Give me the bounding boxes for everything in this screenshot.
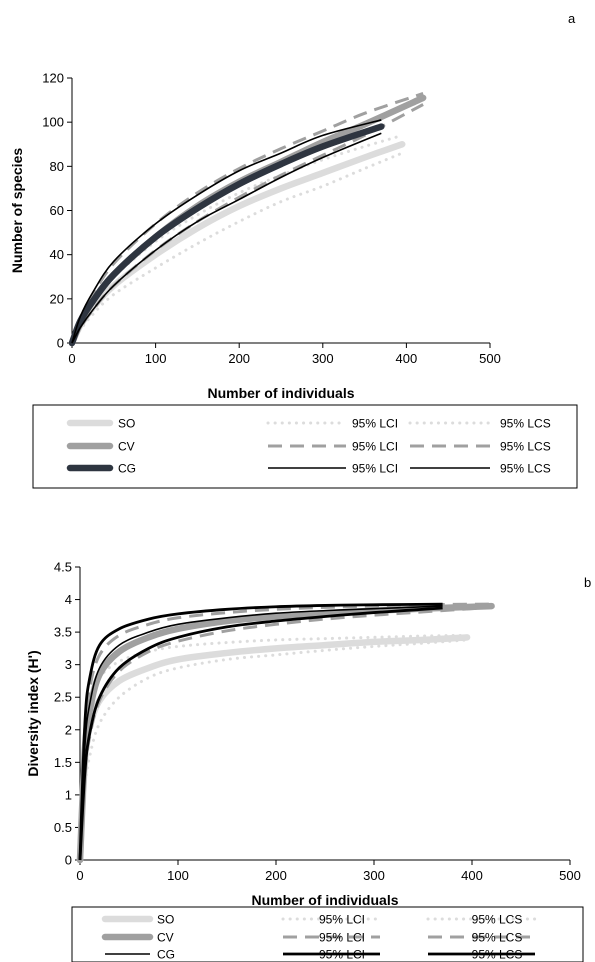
series-line-cg: [68, 123, 385, 347]
legend-label: 95% LCI: [319, 948, 365, 962]
y-tick-label: 1: [65, 787, 72, 802]
x-tick-label: 200: [228, 351, 250, 366]
y-tick-label: 4.5: [54, 560, 72, 575]
series-line-so: [76, 634, 471, 864]
y-axis-title: Number of species: [9, 148, 25, 273]
legend-label: SO: [157, 913, 174, 927]
series-line-so-95-lci: [70, 151, 404, 345]
panel-letter: a: [568, 11, 576, 26]
x-tick-label: 300: [363, 868, 385, 883]
legend-label: 95% LCS: [500, 462, 551, 476]
y-tick-label: 3: [65, 657, 72, 672]
y-tick-label: 100: [42, 115, 64, 130]
x-tick-label: 300: [312, 351, 334, 366]
legend-label: 95% LCI: [352, 417, 398, 431]
series-line-cv: [68, 94, 427, 347]
legend-label: CG: [157, 948, 175, 962]
y-tick-label: 2.5: [54, 690, 72, 705]
y-tick-label: 80: [50, 159, 64, 174]
series-line-cv-95-lci: [70, 103, 424, 344]
series-line-cv: [76, 602, 495, 864]
y-tick-label: 4: [65, 592, 72, 607]
y-tick-label: 0: [65, 853, 72, 868]
x-tick-label: 200: [265, 868, 287, 883]
y-tick-label: 0: [57, 336, 64, 351]
series-line-cg-95-lcs: [78, 602, 443, 861]
legend-label: 95% LCS: [472, 913, 523, 927]
x-tick-label: 500: [559, 868, 581, 883]
series-line-cg-95-lci: [71, 132, 382, 344]
legend-label: 95% LCI: [352, 462, 398, 476]
legend-label: 95% LCI: [352, 440, 398, 454]
x-tick-label: 400: [461, 868, 483, 883]
y-tick-label: 3.5: [54, 625, 72, 640]
y-axis-title: Diversity index (H'): [25, 650, 41, 776]
legend-label: 95% LCS: [500, 417, 551, 431]
panel-b: b 0 0.5 1 1.5 2 2.5 3 3.5 4 4.5 0 100 200 300 400 500 Num…: [25, 560, 591, 962]
series-line-cg: [79, 605, 443, 861]
legend-label: 95% LCS: [500, 440, 551, 454]
x-tick-label: 400: [396, 351, 418, 366]
y-tick-label: 2: [65, 722, 72, 737]
x-tick-label: 0: [68, 351, 75, 366]
x-axis-title: Number of individuals: [207, 385, 354, 401]
legend-label: CV: [157, 931, 174, 945]
legend-box: [32, 404, 578, 489]
y-tick-label: 20: [50, 291, 64, 306]
series-line-cg-95-lci: [78, 606, 443, 861]
series-line-cg-95-lcs: [71, 119, 382, 344]
legend-label: SO: [118, 417, 135, 431]
x-tick-label: 100: [145, 351, 167, 366]
x-tick-label: 100: [167, 868, 189, 883]
series-line-so-95-lcs: [78, 633, 469, 862]
legend-label: 95% LCS: [472, 948, 523, 962]
y-tick-label: 40: [50, 247, 64, 262]
legend-label: 95% LCS: [472, 931, 523, 945]
x-tick-label: 0: [76, 868, 83, 883]
panel-a: a 0 20 40 60 80 100 120 0 100 200 300 400 500 Number o…: [9, 11, 578, 489]
legend-label: CG: [118, 462, 136, 476]
series-line-so-95-lcs: [70, 133, 404, 345]
legend-label: CV: [118, 440, 135, 454]
panel-letter: b: [584, 575, 591, 590]
y-tick-label: 60: [50, 203, 64, 218]
y-tick-label: 0.5: [54, 820, 72, 835]
y-tick-label: 1.5: [54, 755, 72, 770]
x-axis-title: Number of individuals: [251, 892, 398, 908]
x-tick-label: 500: [479, 351, 501, 366]
y-tick-label: 120: [42, 71, 64, 86]
legend-label: 95% LCI: [319, 913, 365, 927]
legend-label: 95% LCI: [319, 931, 365, 945]
